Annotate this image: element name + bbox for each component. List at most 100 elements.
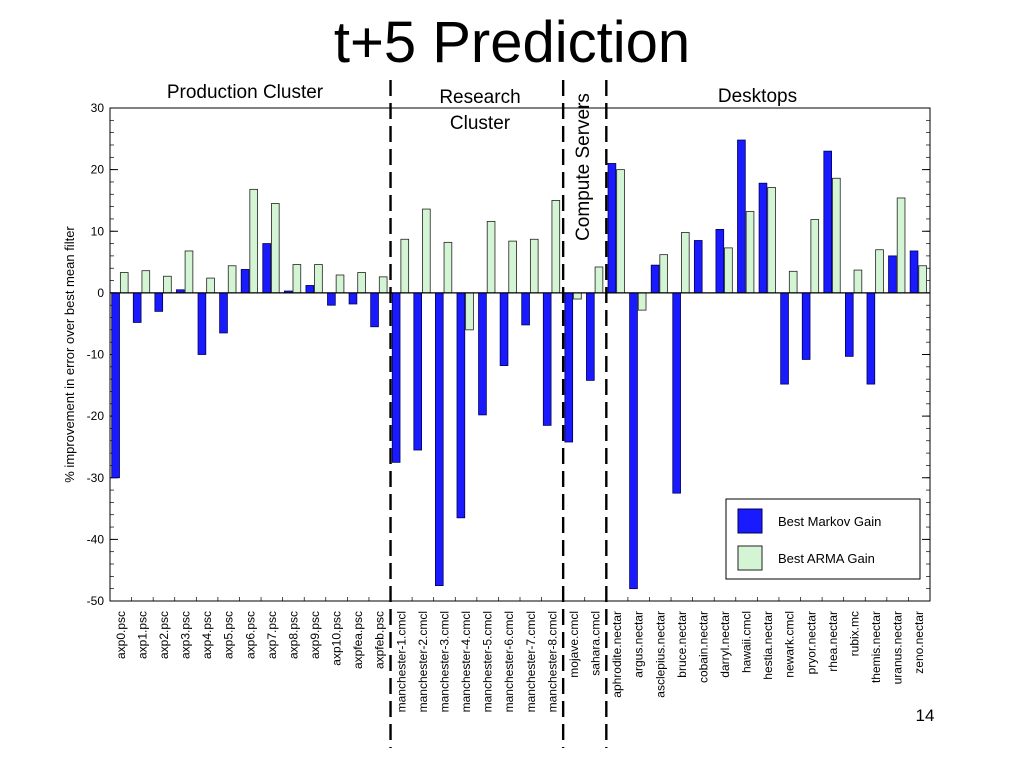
y-tick-label: 20	[91, 163, 105, 177]
y-tick-label: -20	[87, 409, 105, 423]
arma-bar	[896, 197, 906, 294]
legend-label: Best ARMA Gain	[778, 551, 875, 566]
y-tick-label: -10	[87, 348, 105, 362]
markov-bar	[542, 292, 552, 426]
x-tick-label: manchester-1.cmcl	[394, 611, 408, 712]
arma-bar	[292, 264, 302, 294]
arma-bar	[357, 272, 366, 294]
page-number: 14	[915, 706, 935, 725]
region-label-compute: Compute Servers	[573, 93, 594, 241]
markov-bar	[348, 292, 358, 305]
markov-bar	[478, 292, 487, 416]
markov-bar	[391, 292, 401, 463]
x-tick-label: manchester-2.cmcl	[416, 611, 430, 712]
arma-bar	[529, 238, 539, 294]
slide-title: t+5 Prediction	[333, 10, 691, 75]
arma-bar	[271, 203, 280, 294]
markov-bar	[758, 182, 768, 294]
markov-bar	[650, 264, 660, 294]
markov-bar	[197, 292, 207, 355]
markov-bar	[435, 292, 444, 586]
x-tick-label: axp9.psc	[308, 611, 322, 659]
markov-bar	[262, 243, 271, 294]
x-tick-label: manchester-3.cmcl	[437, 611, 451, 712]
markov-bar	[132, 292, 142, 323]
markov-bar	[456, 292, 466, 519]
x-tick-label: axpfeb.psc	[373, 611, 387, 669]
markov-bar	[327, 292, 336, 306]
x-tick-label: aphrodite.nectar	[610, 611, 624, 698]
markov-bar	[845, 292, 854, 357]
y-tick-label: -30	[87, 471, 105, 485]
arma-bar	[227, 265, 237, 294]
y-tick-label: -40	[87, 532, 105, 546]
arma-bar	[551, 200, 561, 294]
markov-bar	[715, 229, 725, 294]
markov-bar	[607, 163, 617, 294]
arma-bar	[832, 177, 841, 294]
legend-swatch-markov	[737, 508, 763, 534]
x-tick-label: sahara.cmcl	[589, 611, 603, 676]
arma-bar	[637, 292, 647, 311]
x-tick-label: bruce.nectar	[675, 611, 689, 678]
y-tick-label: 30	[91, 101, 105, 115]
arma-bar	[853, 269, 863, 294]
x-tick-label: hestia.nectar	[761, 611, 775, 680]
arma-bar	[141, 270, 151, 294]
x-tick-label: rhea.nectar	[826, 611, 840, 672]
x-tick-label: axp6.psc	[243, 611, 257, 659]
arma-bar	[616, 169, 625, 294]
legend-swatch-arma	[737, 545, 763, 571]
arma-bar	[163, 275, 172, 294]
x-tick-label: axp5.psc	[222, 611, 236, 659]
markov-bar	[586, 292, 595, 381]
arma-bar	[465, 292, 474, 331]
x-tick-label: axp3.psc	[179, 611, 193, 659]
x-tick-label: rubix.mc	[847, 611, 861, 656]
legend-label: Best Markov Gain	[778, 514, 881, 529]
markov-bar	[737, 139, 746, 294]
markov-bar	[564, 292, 574, 443]
markov-bar	[866, 292, 876, 385]
arma-bar	[378, 276, 388, 294]
markov-bar	[780, 292, 789, 385]
x-tick-label: manchester-7.cmcl	[524, 611, 538, 712]
x-tick-label: mojave.cmcl	[567, 611, 581, 678]
arma-bar	[119, 272, 129, 294]
arma-bar	[681, 232, 690, 294]
y-tick-label: 0	[97, 286, 104, 300]
arma-bar	[767, 187, 776, 294]
x-tick-label: hawaii.cmcl	[740, 611, 754, 673]
markov-bar	[801, 292, 811, 360]
x-tick-label: darryl.nectar	[718, 611, 732, 678]
y-tick-label: 10	[91, 224, 105, 238]
markov-bar	[111, 292, 120, 479]
markov-bar	[521, 292, 530, 326]
x-tick-label: manchester-6.cmcl	[502, 611, 516, 712]
region-label-research: Research Cluster	[439, 87, 521, 134]
markov-bar	[672, 292, 681, 494]
arma-bar	[594, 266, 604, 294]
x-tick-label: themis.nectar	[869, 611, 883, 683]
x-tick-label: axp7.psc	[265, 611, 279, 659]
markov-bar	[370, 292, 379, 328]
arma-bar	[508, 240, 517, 294]
x-tick-label: cobain.nectar	[696, 611, 710, 683]
arma-bar	[724, 247, 733, 294]
x-tick-label: axp8.psc	[286, 611, 300, 659]
arma-bar	[249, 188, 258, 294]
arma-bar	[875, 249, 884, 294]
arma-bar	[810, 219, 820, 294]
x-tick-label: axp0.psc	[114, 611, 128, 659]
y-tick-label: -50	[87, 594, 105, 608]
markov-bar	[154, 292, 164, 312]
arma-bar	[918, 265, 927, 294]
x-tick-label: manchester-8.cmcl	[545, 611, 559, 712]
markov-bar	[499, 292, 509, 366]
x-tick-label: zeno.nectar	[912, 611, 926, 674]
x-tick-label: manchester-5.cmcl	[481, 611, 495, 712]
arma-bar	[314, 264, 323, 294]
x-tick-label: asclepius.nectar	[653, 611, 667, 698]
arma-bar	[206, 277, 215, 294]
x-tick-label: manchester-4.cmcl	[459, 611, 473, 712]
